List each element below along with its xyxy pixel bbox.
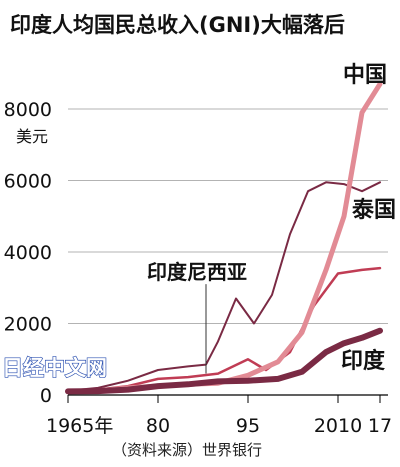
source-note: （资料来源）世界银行	[112, 441, 262, 459]
series-line-0	[67, 181, 381, 392]
y-axis-unit: 美元	[16, 127, 48, 146]
y-tick-label-2000: 2000	[4, 314, 52, 336]
x-tick-label-1980: 80	[146, 415, 170, 437]
series-lines	[65, 81, 383, 395]
x-tick-label-2017: 17	[368, 415, 392, 437]
y-tick-label-6000: 6000	[4, 171, 52, 193]
series-line-3	[65, 327, 383, 395]
x-tick-label-1965: 1965年	[46, 415, 113, 437]
series-label-0: 泰国	[351, 198, 396, 223]
chart-title: 印度人均国民总收入(GNI)大幅落后	[10, 13, 345, 37]
x-tick-labels: 1965年 80 95 2010 17	[46, 415, 392, 437]
x-tick-label-2010: 2010	[314, 415, 362, 437]
series-label-2: 中国	[343, 63, 387, 88]
series-label-1: 印度尼西亚	[147, 260, 247, 284]
watermark-logo: 日经中文网	[2, 356, 107, 380]
y-tick-label-8000: 8000	[4, 99, 52, 121]
y-tick-label-4000: 4000	[4, 242, 52, 264]
series-line-1	[66, 266, 382, 393]
x-tick-label-1995: 95	[236, 415, 260, 437]
y-tick-labels: 0 2000 4000 6000 8000	[4, 99, 52, 407]
y-tick-label-0: 0	[40, 385, 52, 407]
grid-lines	[67, 108, 388, 403]
series-label-3: 印度	[341, 348, 386, 374]
